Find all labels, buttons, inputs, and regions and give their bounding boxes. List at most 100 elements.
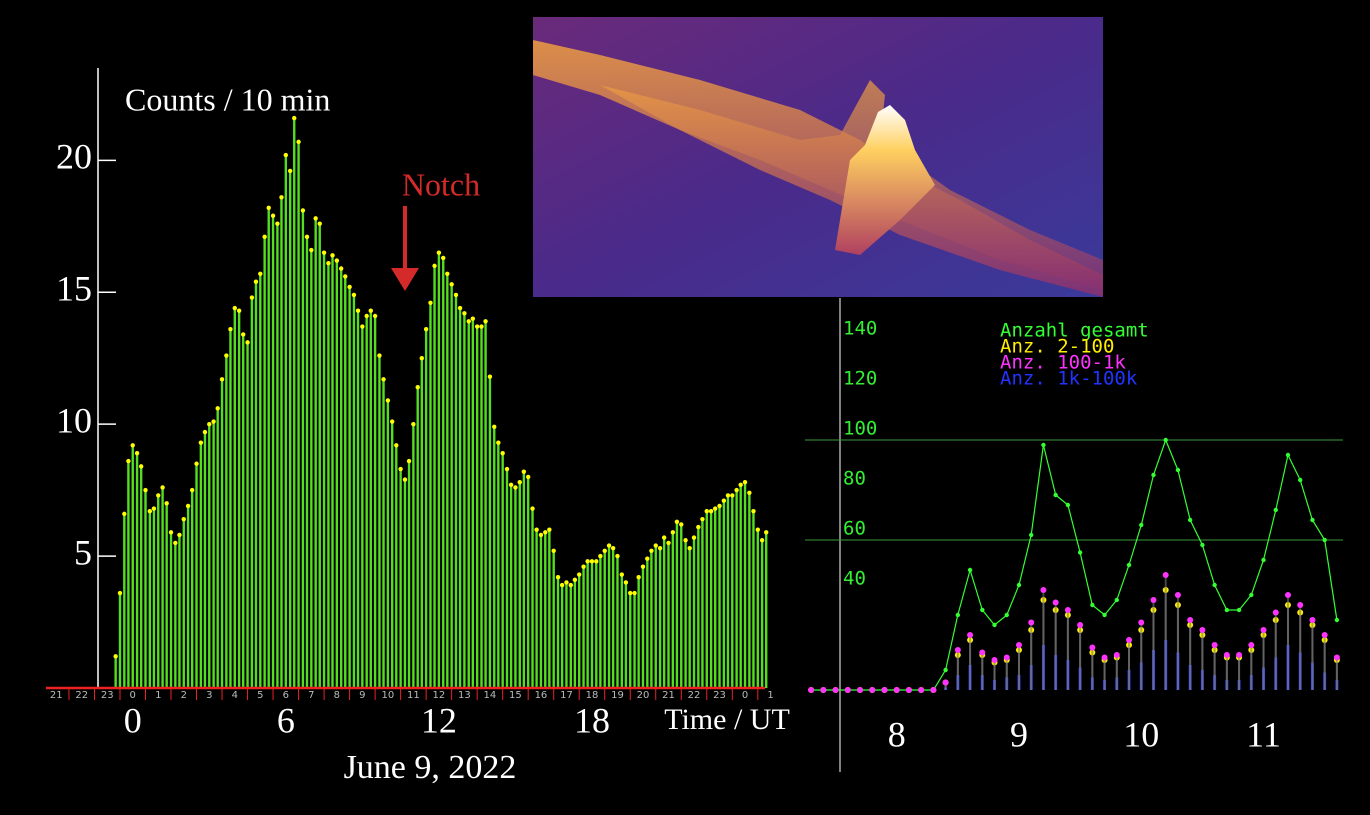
- bar-top: [360, 324, 365, 329]
- bar-top: [313, 216, 318, 221]
- bar-top: [177, 532, 182, 538]
- series-marker: [1298, 477, 1303, 483]
- series-marker: [1334, 617, 1340, 623]
- series-marker: [955, 612, 961, 618]
- bar-top: [241, 332, 246, 337]
- bar-top: [202, 429, 208, 435]
- series-marker: [1114, 597, 1119, 603]
- bar-top: [432, 263, 437, 269]
- bar-top: [577, 572, 582, 577]
- hour-tick-label: 3: [206, 690, 212, 701]
- bar-top: [559, 582, 565, 588]
- hour-tick-label: 23: [713, 690, 726, 701]
- bar-top: [666, 540, 671, 546]
- hour-tick-label: 0: [130, 690, 136, 701]
- annotation-arrowhead: [391, 268, 419, 291]
- bar-top: [674, 519, 680, 524]
- series-marker: [1272, 609, 1279, 616]
- bar-top: [640, 564, 646, 569]
- bar-top: [436, 250, 442, 255]
- bar-top: [594, 559, 599, 564]
- bar-top: [134, 450, 140, 456]
- bar-top: [530, 506, 535, 511]
- chart-title: Counts / 10 min: [125, 81, 330, 117]
- bar-top: [721, 498, 727, 503]
- hour-tick-label: 10: [381, 690, 394, 701]
- bar-top: [224, 353, 229, 358]
- series-marker: [930, 687, 937, 693]
- hour-tick-label: 20: [637, 690, 650, 701]
- bar-top: [147, 509, 153, 514]
- bar-top: [602, 548, 607, 554]
- bar-top: [470, 316, 476, 321]
- bar-top: [402, 477, 408, 482]
- series-marker: [942, 679, 949, 686]
- y-tick-label: 80: [843, 468, 866, 490]
- bar-top: [130, 443, 135, 448]
- bar-top: [304, 234, 310, 240]
- bar-top: [445, 271, 450, 276]
- bar-top: [287, 168, 293, 174]
- hour-tick-label: 21: [50, 690, 63, 701]
- series-marker: [1040, 587, 1047, 593]
- series-marker: [1200, 542, 1205, 548]
- legend-entry: Anzahl gesamt: [1000, 320, 1149, 342]
- bar-top: [555, 574, 561, 580]
- bar-top: [734, 487, 739, 493]
- bar-top: [245, 340, 250, 345]
- y-tick-label: 120: [843, 368, 877, 390]
- hour-tick-label: 18: [586, 690, 599, 701]
- bar-top: [415, 385, 420, 390]
- hour-tick-label: 7: [308, 690, 314, 701]
- bar-top: [126, 458, 131, 464]
- bar-top: [406, 458, 412, 464]
- bar-top: [207, 421, 212, 427]
- bar-top: [381, 377, 386, 382]
- bar-top: [538, 532, 544, 538]
- bar-top: [534, 527, 539, 532]
- bar-top: [309, 247, 314, 253]
- bar-top: [283, 152, 289, 158]
- bar-top: [670, 530, 676, 535]
- bar-top: [160, 485, 165, 490]
- bar-top: [483, 319, 488, 324]
- series-marker: [1138, 619, 1145, 626]
- bar-top: [615, 553, 620, 559]
- bar-top: [249, 295, 255, 300]
- bar-top: [500, 450, 505, 456]
- bar-top: [449, 282, 454, 287]
- bar-top: [385, 398, 391, 403]
- bar-top: [568, 582, 573, 588]
- bar-top: [521, 469, 527, 474]
- x-axis-label: Time / UT: [664, 703, 790, 736]
- x-tick-label: 6: [277, 700, 295, 740]
- bar-top: [632, 590, 637, 596]
- series-marker: [1236, 607, 1242, 613]
- hour-tick-label: 17: [560, 690, 573, 701]
- bar-top: [390, 419, 395, 424]
- bar-top: [585, 559, 590, 564]
- series-marker: [1187, 517, 1193, 523]
- x-tick-label: 9: [1010, 714, 1028, 754]
- bar-top: [712, 506, 718, 511]
- hour-tick-label: 5: [257, 690, 263, 701]
- series-marker: [1029, 532, 1034, 538]
- bar-top: [228, 326, 233, 332]
- bar-top: [398, 466, 403, 472]
- x-tick-label: 10: [1123, 714, 1159, 754]
- bar-top: [330, 253, 335, 258]
- bar-top: [423, 326, 429, 332]
- hour-tick-label: 6: [283, 690, 289, 701]
- series-marker: [1321, 632, 1328, 638]
- bar-top: [474, 324, 480, 329]
- legend-entry: Anz. 100-1k: [1000, 352, 1126, 374]
- bar-top: [151, 506, 157, 511]
- bar-top: [173, 540, 178, 546]
- hour-tick-label: 16: [535, 690, 548, 701]
- series-marker: [1236, 652, 1243, 658]
- series-marker: [954, 647, 961, 653]
- series-marker: [1212, 582, 1217, 588]
- y-tick-label: 100: [843, 418, 877, 440]
